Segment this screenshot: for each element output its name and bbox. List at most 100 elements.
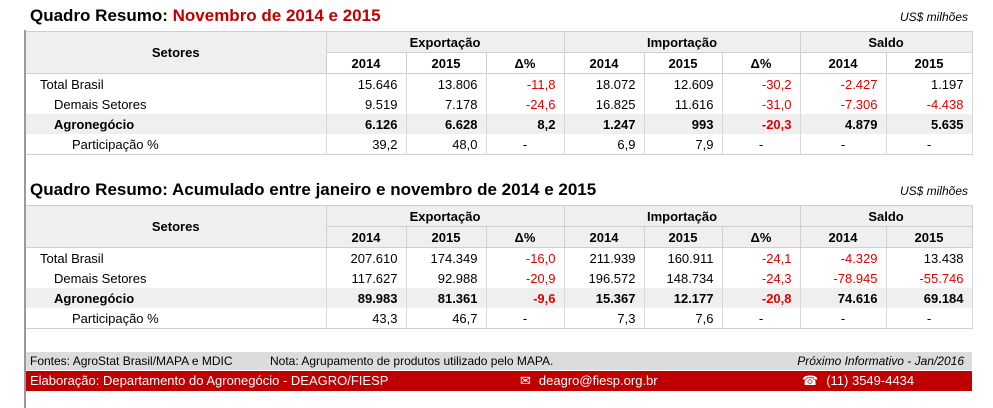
header-imp-delta: Δ%: [722, 226, 801, 248]
cell-saldo-2015: 13.438: [886, 247, 973, 268]
cell-imp-2015: 7,9: [644, 134, 723, 155]
table-row: Demais Setores 117.627 92.988 -20,9 196.…: [26, 268, 973, 288]
header-exp-2015: 2015: [406, 226, 487, 248]
cell-saldo-2014: -2.427: [800, 73, 887, 94]
table-row: Demais Setores 9.519 7.178 -24,6 16.825 …: [26, 94, 973, 114]
header-importacao: Importação: [564, 205, 801, 227]
cell-exp-2015: 7.178: [406, 94, 487, 114]
left-border: [24, 30, 26, 408]
footer-sources: Fontes: AgroStat Brasil/MAPA e MDIC: [30, 354, 233, 368]
cell-imp-delta: -31,0: [722, 94, 801, 114]
cell-imp-delta: -30,2: [722, 73, 801, 94]
cell-saldo-2014: -4.329: [800, 247, 887, 268]
header-imp-2015: 2015: [644, 226, 723, 248]
cell-exp-delta: -9,6: [486, 288, 565, 308]
cell-imp-2014: 211.939: [564, 247, 645, 268]
row-label: Total Brasil: [26, 247, 327, 268]
cell-saldo-2014: -7.306: [800, 94, 887, 114]
header-saldo-2015: 2015: [886, 52, 973, 74]
footer-phone-text: (11) 3549-4434: [826, 373, 915, 388]
cell-saldo-2014: -78.945: [800, 268, 887, 288]
table-row: Participação % 39,2 48,0 - 6,9 7,9 - - -: [26, 134, 973, 155]
cell-exp-2015: 174.349: [406, 247, 487, 268]
footer-email[interactable]: ✉ deagro@fiesp.org.br: [520, 373, 658, 389]
cell-exp-2014: 9.519: [326, 94, 407, 114]
table2-title-row: Quadro Resumo: Acumulado entre janeiro e…: [30, 180, 974, 204]
cell-saldo-2015: -: [886, 308, 973, 329]
cell-imp-2014: 6,9: [564, 134, 645, 155]
table1-title-row: Quadro Resumo: Novembro de 2014 e 2015 U…: [30, 6, 974, 30]
table-row: Agronegócio 6.126 6.628 8,2 1.247 993 -2…: [26, 114, 973, 134]
row-label: Agronegócio: [26, 288, 327, 308]
cell-imp-delta: -24,1: [722, 247, 801, 268]
cell-imp-2015: 12.609: [644, 73, 723, 94]
envelope-icon: ✉: [520, 373, 531, 388]
header-setores: Setores: [26, 205, 327, 248]
cell-imp-delta: -: [722, 308, 801, 329]
cell-exp-delta: -24,6: [486, 94, 565, 114]
footer-note: Nota: Agrupamento de produtos utilizado …: [270, 354, 554, 368]
table2-unit-label: US$ milhões: [899, 184, 968, 198]
footer-next-issue: Próximo Informativo - Jan/2016: [797, 354, 964, 368]
table-row: Total Brasil 15.646 13.806 -11,8 18.072 …: [26, 73, 973, 94]
cell-saldo-2015: 69.184: [886, 288, 973, 308]
cell-exp-2014: 6.126: [326, 114, 407, 134]
cell-exp-delta: 8,2: [486, 114, 565, 134]
header-saldo-2014: 2014: [800, 226, 887, 248]
cell-saldo-2014: 74.616: [800, 288, 887, 308]
cell-exp-2015: 48,0: [406, 134, 487, 155]
cell-exp-2015: 13.806: [406, 73, 487, 94]
cell-saldo-2014: -: [800, 308, 887, 329]
cell-imp-2015: 11.616: [644, 94, 723, 114]
header-exp-2014: 2014: [326, 52, 407, 74]
row-label: Participação %: [26, 308, 327, 329]
cell-imp-2015: 160.911: [644, 247, 723, 268]
table1-title-highlight: Novembro de 2014 e 2015: [172, 6, 381, 25]
cell-exp-2014: 89.983: [326, 288, 407, 308]
cell-imp-2014: 1.247: [564, 114, 645, 134]
cell-saldo-2015: 5.635: [886, 114, 973, 134]
cell-imp-2014: 196.572: [564, 268, 645, 288]
cell-imp-2014: 18.072: [564, 73, 645, 94]
row-label: Participação %: [26, 134, 327, 155]
cell-imp-2015: 12.177: [644, 288, 723, 308]
table2: Setores Exportação Importação Saldo 2014…: [26, 205, 973, 329]
cell-imp-2015: 993: [644, 114, 723, 134]
cell-imp-delta: -: [722, 134, 801, 155]
cell-exp-delta: -11,8: [486, 73, 565, 94]
footer-sources-bar: Fontes: AgroStat Brasil/MAPA e MDIC Nota…: [26, 352, 972, 370]
cell-exp-delta: -16,0: [486, 247, 565, 268]
header-saldo-2015: 2015: [886, 226, 973, 248]
phone-icon: ☎: [802, 373, 819, 388]
row-label: Total Brasil: [26, 73, 327, 94]
header-importacao: Importação: [564, 31, 801, 53]
table-row: Agronegócio 89.983 81.361 -9,6 15.367 12…: [26, 288, 973, 308]
header-exportacao: Exportação: [326, 205, 565, 227]
cell-saldo-2015: 1.197: [886, 73, 973, 94]
table1-title-prefix: Quadro Resumo:: [30, 6, 173, 25]
cell-saldo-2014: 4.879: [800, 114, 887, 134]
header-saldo-2014: 2014: [800, 52, 887, 74]
header-imp-2014: 2014: [564, 226, 645, 248]
header-exportacao: Exportação: [326, 31, 565, 53]
footer-contact-bar: Elaboração: Departamento do Agronegócio …: [26, 371, 972, 391]
footer-email-text: deagro@fiesp.org.br: [538, 373, 658, 388]
header-exp-delta: Δ%: [486, 52, 565, 74]
table1: Setores Exportação Importação Saldo 2014…: [26, 31, 973, 155]
cell-imp-2014: 7,3: [564, 308, 645, 329]
header-exp-2015: 2015: [406, 52, 487, 74]
cell-imp-delta: -20,3: [722, 114, 801, 134]
cell-exp-2015: 6.628: [406, 114, 487, 134]
table-row: Total Brasil 207.610 174.349 -16,0 211.9…: [26, 247, 973, 268]
cell-exp-2015: 81.361: [406, 288, 487, 308]
cell-imp-delta: -20,8: [722, 288, 801, 308]
table1-unit-label: US$ milhões: [899, 10, 968, 24]
cell-exp-2015: 92.988: [406, 268, 487, 288]
cell-saldo-2015: -: [886, 134, 973, 155]
cell-exp-2015: 46,7: [406, 308, 487, 329]
footer-elaboration: Elaboração: Departamento do Agronegócio …: [30, 373, 389, 388]
table2-title: Quadro Resumo: Acumulado entre janeiro e…: [30, 180, 597, 199]
cell-exp-2014: 43,3: [326, 308, 407, 329]
cell-exp-2014: 39,2: [326, 134, 407, 155]
row-label: Agronegócio: [26, 114, 327, 134]
